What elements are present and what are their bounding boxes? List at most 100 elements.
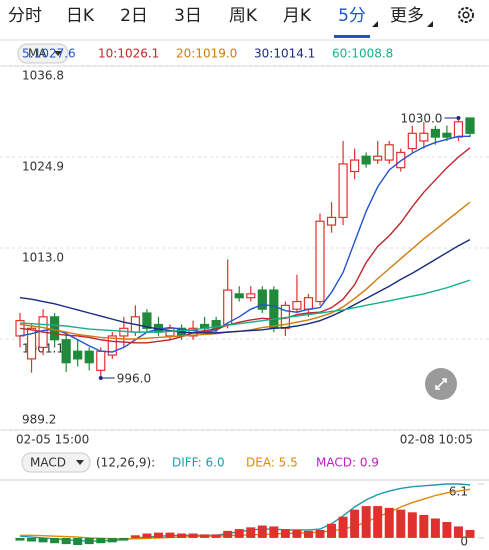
macd-line bbox=[19, 483, 471, 542]
candle-body bbox=[292, 300, 302, 310]
x-tick-label: 02-08 10:05 bbox=[400, 433, 473, 447]
candle-body bbox=[326, 216, 337, 226]
macd-params: (12,26,9): bbox=[96, 456, 155, 470]
candle-body bbox=[107, 335, 117, 356]
settings-icon[interactable] bbox=[458, 7, 474, 23]
ma-button bbox=[17, 43, 69, 64]
macd-bar bbox=[396, 509, 406, 538]
y-tick-label: 1036.8 bbox=[22, 69, 64, 83]
macd-bar bbox=[50, 537, 60, 544]
candle-body bbox=[373, 155, 383, 161]
macd-bar bbox=[257, 525, 267, 538]
macd-bar bbox=[96, 537, 106, 544]
macd-bar bbox=[211, 534, 221, 538]
tab-arrow bbox=[427, 21, 433, 27]
macd-bar bbox=[61, 537, 71, 545]
gear-center bbox=[462, 11, 470, 19]
ma-legend: 60:1008.8 bbox=[332, 47, 393, 61]
macd-bar bbox=[15, 537, 25, 541]
macd-bar bbox=[142, 533, 152, 538]
macd-button-label: MACD bbox=[30, 456, 66, 470]
tab[interactable]: 日K bbox=[66, 6, 95, 26]
fullscreen-arrows bbox=[435, 378, 447, 390]
macd-bar bbox=[130, 535, 140, 538]
tab[interactable]: 周K bbox=[229, 6, 258, 26]
tab-bar: 分时 日K 2日 3日 周K 月K 5分 更多 bbox=[8, 6, 433, 38]
macd-bar bbox=[442, 522, 452, 538]
candle-body bbox=[384, 144, 394, 161]
macd-bar bbox=[465, 529, 475, 538]
tab[interactable]: 3日 bbox=[174, 6, 202, 26]
candle-body bbox=[142, 312, 152, 329]
macd-bar bbox=[84, 537, 94, 545]
tab[interactable]: 更多 bbox=[390, 6, 424, 26]
tab-underline bbox=[334, 35, 370, 38]
candle-body bbox=[211, 320, 221, 329]
macd-bar bbox=[27, 537, 37, 542]
fullscreen-button[interactable] bbox=[425, 368, 457, 400]
candle-body bbox=[442, 132, 452, 138]
macd-button bbox=[21, 452, 91, 473]
candle-body bbox=[269, 289, 279, 329]
macd-bar bbox=[419, 514, 429, 538]
ma-line bbox=[19, 238, 471, 334]
max-label: 1030.0 bbox=[400, 112, 442, 126]
tab-arrow bbox=[372, 21, 378, 27]
candle-body bbox=[26, 327, 37, 360]
ma-legend: 30:1014.1 bbox=[254, 47, 315, 61]
macd-line bbox=[20, 488, 471, 540]
macd-bar bbox=[234, 529, 244, 538]
tab[interactable]: 5分 bbox=[338, 6, 366, 26]
macd-bar bbox=[269, 526, 279, 538]
candle-body bbox=[234, 293, 244, 299]
candle-body bbox=[61, 339, 71, 364]
macd-bar bbox=[107, 537, 117, 543]
tab[interactable]: 分时 bbox=[8, 6, 42, 26]
y-tick-label: 0 bbox=[460, 534, 468, 548]
candle-body bbox=[223, 289, 233, 326]
macd-bar bbox=[153, 532, 163, 538]
tab[interactable]: 月K bbox=[283, 6, 312, 26]
ma-line bbox=[19, 279, 471, 333]
y-tick-label: 1013.0 bbox=[22, 251, 64, 265]
macd-bar bbox=[407, 512, 417, 538]
macd-bar bbox=[292, 529, 302, 538]
macd-bar bbox=[119, 537, 129, 541]
candle-body bbox=[246, 293, 256, 299]
candle-body bbox=[407, 132, 417, 150]
y-tick-label: 989.2 bbox=[22, 413, 56, 427]
ma-line bbox=[19, 147, 471, 344]
macd-bar bbox=[453, 526, 463, 538]
macd-bar bbox=[327, 523, 337, 538]
candle-body bbox=[257, 289, 267, 310]
min-label: 996.0 bbox=[117, 372, 151, 386]
candle-body bbox=[430, 128, 440, 138]
macd-bar bbox=[38, 537, 48, 543]
macd-selector[interactable]: MACD bbox=[21, 452, 91, 473]
macd-bar bbox=[430, 518, 440, 538]
ma-line bbox=[19, 135, 470, 353]
macd-bar bbox=[165, 532, 175, 538]
ma-legend: 20:1019.0 bbox=[176, 47, 237, 61]
ma-line bbox=[19, 201, 471, 340]
macd-bar bbox=[200, 534, 210, 538]
dropdown-arrow bbox=[54, 51, 62, 56]
macd-bar bbox=[188, 533, 198, 538]
max-dot bbox=[456, 116, 461, 120]
candle-body bbox=[453, 121, 464, 138]
macd-bar bbox=[315, 529, 325, 538]
candle-body bbox=[465, 117, 475, 134]
tab[interactable]: 2日 bbox=[120, 6, 148, 26]
candle-body bbox=[73, 350, 83, 360]
macd-legend: DEA: 5.5 bbox=[246, 456, 298, 470]
candle-body bbox=[303, 297, 314, 310]
candle-body bbox=[350, 159, 360, 173]
macd-bar bbox=[373, 506, 383, 538]
macd-bar bbox=[73, 537, 83, 545]
macd-bar bbox=[303, 530, 313, 538]
macd-legend: MACD: 0.9 bbox=[316, 456, 379, 470]
candle-body bbox=[315, 220, 325, 303]
gear bbox=[458, 7, 474, 23]
macd-bar bbox=[350, 509, 360, 538]
ma-selector[interactable]: MA bbox=[17, 43, 69, 64]
